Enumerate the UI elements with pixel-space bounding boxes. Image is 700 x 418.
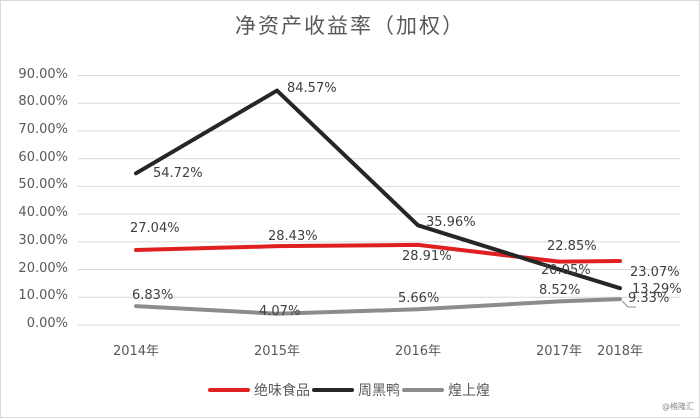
legend-item-huangshanghuang[interactable]: 煌上煌: [402, 380, 490, 400]
y-tick-label: 30.00%: [18, 232, 68, 248]
legend-swatch-icon: [312, 388, 354, 392]
y-tick-label: 70.00%: [18, 121, 68, 137]
data-label: 5.66%: [398, 291, 440, 307]
credit-watermark: @格隆汇: [662, 402, 694, 411]
data-label: 22.85%: [547, 238, 597, 254]
data-label: 84.57%: [287, 80, 337, 96]
x-tick-label: 2014年: [112, 344, 160, 359]
data-label: 13.29%: [632, 282, 682, 298]
y-tick-label: 40.00%: [18, 205, 68, 221]
legend-label: 周黑鸭: [358, 383, 400, 399]
legend-swatch-icon: [208, 388, 250, 392]
data-label: 23.07%: [630, 265, 680, 281]
data-label: 27.04%: [130, 221, 180, 237]
data-label: 54.72%: [153, 166, 203, 182]
y-tick-label: 90.00%: [18, 66, 68, 82]
data-label: 35.96%: [426, 215, 476, 231]
y-tick-label: 20.00%: [18, 260, 68, 276]
legend-label: 绝味食品: [254, 383, 310, 399]
legend-label: 煌上煌: [448, 383, 490, 399]
data-label: 6.83%: [132, 288, 174, 304]
y-tick-label: 50.00%: [18, 177, 68, 193]
chart-title: 净资产收益率（加权）: [235, 14, 465, 38]
legend: 绝味食品 周黑鸭 煌上煌: [0, 380, 700, 400]
series-lines: [134, 88, 622, 316]
x-tick-label: 2015年: [253, 344, 301, 359]
x-tick-label: 2018年: [596, 344, 644, 359]
y-tick-label: 10.00%: [18, 288, 68, 304]
y-tick-label: 80.00%: [18, 94, 68, 110]
data-label: 8.52%: [539, 283, 581, 299]
legend-swatch-icon: [402, 388, 444, 392]
legend-item-juewei[interactable]: 绝味食品: [208, 380, 310, 400]
x-tick-label: 2017年: [535, 344, 583, 359]
data-label: 28.43%: [268, 229, 318, 245]
data-label: 9.33%: [628, 291, 670, 307]
y-tick-label: 60.00%: [18, 149, 68, 165]
y-tick-label: 0.00%: [26, 316, 68, 331]
x-tick-label: 2016年: [394, 344, 442, 359]
data-label: 4.07%: [259, 303, 301, 319]
legend-item-zhouheiya[interactable]: 周黑鸭: [312, 380, 400, 400]
data-label: 28.91%: [402, 248, 452, 264]
data-label: 20.05%: [541, 263, 591, 279]
leader-line: [621, 300, 636, 308]
